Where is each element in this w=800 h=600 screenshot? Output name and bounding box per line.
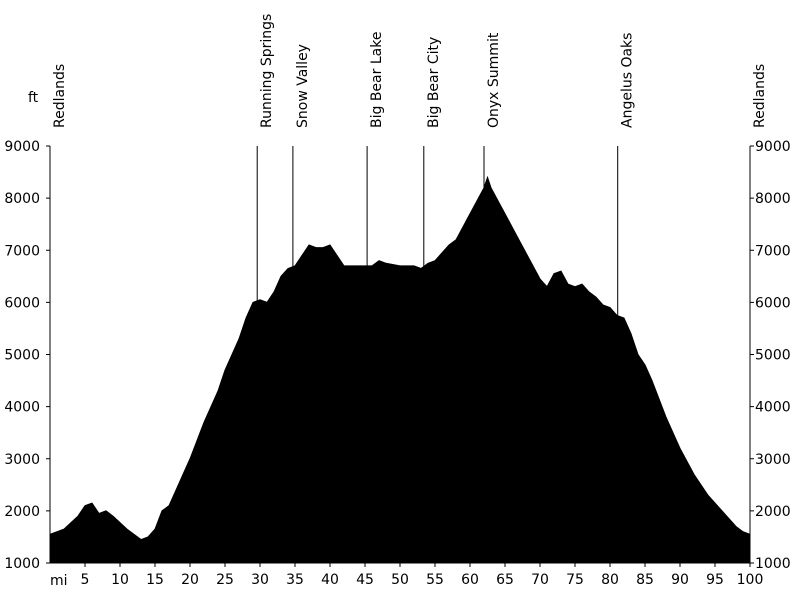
y2-tick-label: 5000 [755, 348, 791, 364]
x-tick-label: 40 [321, 572, 339, 588]
y-tick-label: 5000 [4, 348, 40, 364]
y-tick-label: 6000 [4, 295, 40, 311]
y-tick-label: 4000 [4, 400, 40, 416]
place-label: Big Bear City [426, 37, 442, 128]
y2-tick-label: 8000 [755, 191, 791, 207]
x-tick-label: 60 [461, 572, 479, 588]
x-tick-label: 80 [601, 572, 619, 588]
place-label: Redlands [752, 64, 768, 128]
x-tick-label: 70 [531, 572, 549, 588]
x-tick-label: 25 [216, 572, 234, 588]
x-tick-label: 20 [181, 572, 199, 588]
place-label: Snow Valley [295, 44, 311, 128]
x-tick-label: 95 [706, 572, 724, 588]
place-label: Angelus Oaks [620, 33, 636, 128]
x-tick-label: 100 [737, 572, 764, 588]
y-tick-label: 7000 [4, 243, 40, 259]
y-tick-label: 3000 [4, 452, 40, 468]
x-tick-label: 85 [636, 572, 654, 588]
x-tick-label: 90 [671, 572, 689, 588]
x-tick-label: 5 [81, 572, 90, 588]
place-label: Big Bear Lake [369, 32, 385, 128]
x-axis-label: mi [50, 573, 68, 589]
place-label: Redlands [52, 64, 68, 128]
x-tick-label: 50 [391, 572, 409, 588]
y2-tick-label: 6000 [755, 295, 791, 311]
y2-tick-label: 9000 [755, 139, 791, 155]
elevation-area [49, 175, 751, 564]
x-tick-label: 75 [566, 572, 584, 588]
x-tick-label: 55 [426, 572, 444, 588]
x-tick-label: 15 [146, 572, 164, 588]
y2-tick-label: 2000 [755, 504, 791, 520]
x-tick-label: 30 [251, 572, 269, 588]
x-tick-label: 10 [111, 572, 129, 588]
y-tick-label: 2000 [4, 504, 40, 520]
place-label: Onyx Summit [486, 32, 502, 128]
y2-tick-label: 4000 [755, 400, 791, 416]
y-tick-label: 8000 [4, 191, 40, 207]
y2-tick-label: 3000 [755, 452, 791, 468]
y-tick-label: 1000 [4, 556, 40, 572]
x-tick-label: 35 [286, 572, 304, 588]
y-tick-label: 9000 [4, 139, 40, 155]
y2-tick-label: 1000 [755, 556, 791, 572]
y-axis-label: ft [28, 90, 39, 106]
y2-tick-label: 7000 [755, 243, 791, 259]
x-tick-label: 45 [356, 572, 374, 588]
x-tick-label: 65 [496, 572, 514, 588]
place-label: Running Springs [259, 14, 275, 128]
